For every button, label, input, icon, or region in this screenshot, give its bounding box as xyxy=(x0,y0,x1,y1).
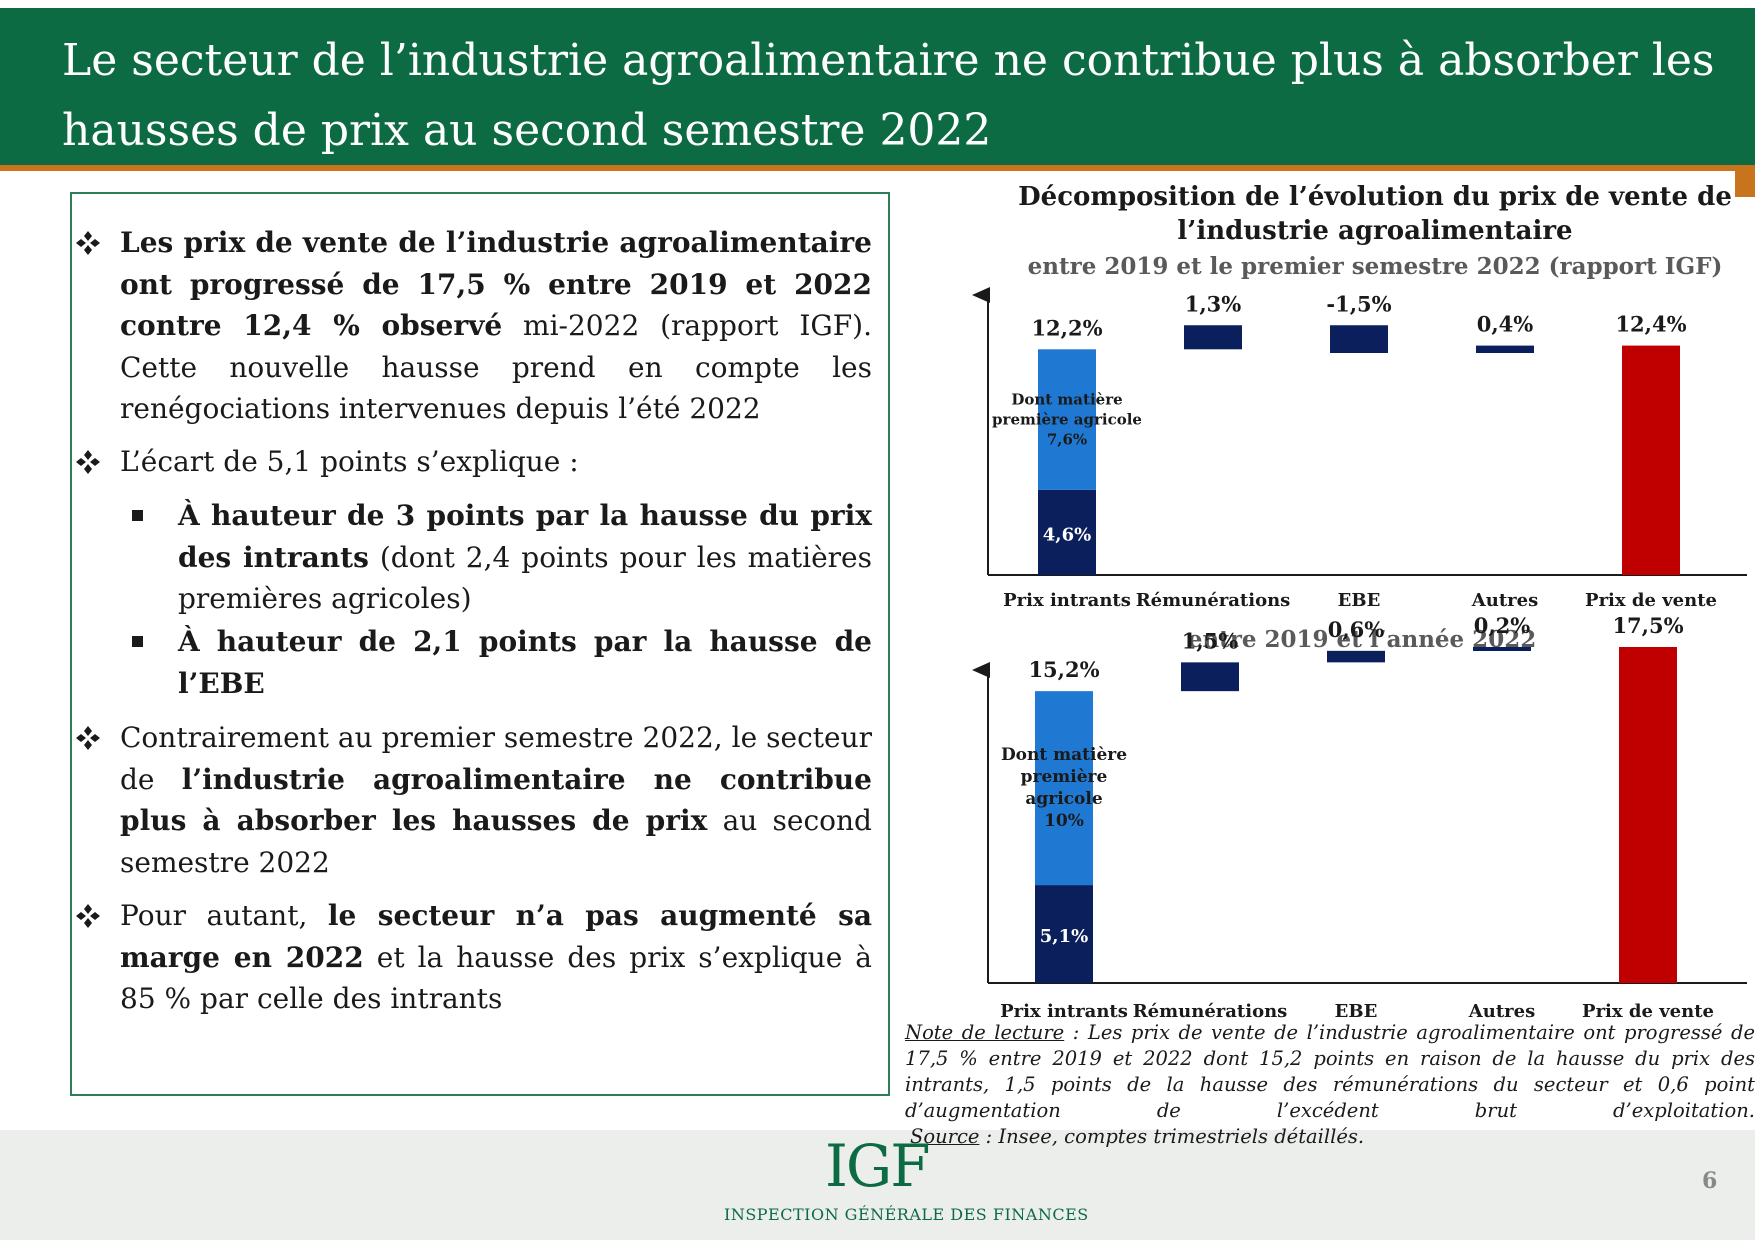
bar-intrants-agricole-label-1: Dont matière xyxy=(1011,391,1122,409)
title-line-2: hausses de prix au second semestre 2022 xyxy=(62,105,992,156)
sub-bullet-1-text: (dont 2,4 points pour les matières premi… xyxy=(178,540,872,616)
bar-value-label-1-4: 0,4% xyxy=(1477,312,1534,337)
bar-value-label-2-1: 15,2% xyxy=(1028,657,1099,682)
category-label-1-2: Rémunérations xyxy=(1136,590,1291,611)
bullet-3: Contrairement au premier semestre 2022, … xyxy=(120,717,872,883)
bar-value-label-2-3: 0,6% xyxy=(1328,617,1385,642)
source-line: Source : Insee, comptes trimestriels dét… xyxy=(910,1125,1364,1148)
category-label-2-3: EBE xyxy=(1335,1001,1378,1022)
text-box xyxy=(70,192,890,1096)
diamond-bullet-icon xyxy=(76,726,100,750)
bar-value-label-2-5: 17,5% xyxy=(1612,613,1683,638)
bar-intrants-agricole-2 xyxy=(1035,691,1093,886)
footer-bar xyxy=(0,1130,1755,1240)
sub-bullet-1-bold: À hauteur de 3 points par la hausse du p… xyxy=(178,499,872,574)
header-accent-line xyxy=(0,165,1755,171)
bullet-1-bold: Les prix de vente de l’industrie agroali… xyxy=(120,226,872,342)
chart-subtitle-1: entre 2019 et le premier semestre 2022 (… xyxy=(1027,253,1723,280)
bar-rémunérations-1 xyxy=(1184,325,1242,350)
category-label-2-2: Rémunérations xyxy=(1133,1001,1288,1022)
slide-title: Le secteur de l’industrie agroalimentair… xyxy=(62,26,1722,166)
category-label-1-4: Autres xyxy=(1471,590,1538,611)
bullet-3-bold: l’industrie agroalimentaire ne contribue… xyxy=(120,762,872,838)
bar-intrants-base-2 xyxy=(1035,885,1093,983)
diamond-bullet-icon xyxy=(76,450,100,474)
bullet-4: Pour autant, le secteur n’a pas augmenté… xyxy=(120,895,872,1020)
bar-autres-2 xyxy=(1473,647,1531,651)
bullet-1-text: mi-2022 (rapport IGF). Cette nouvelle ha… xyxy=(120,309,872,425)
page-number: 6 xyxy=(1702,1168,1718,1194)
category-label-2-1: Prix intrants xyxy=(1000,1001,1128,1022)
bar-intrants-base-1 xyxy=(1038,489,1096,575)
bar-value-label-1-2: 1,3% xyxy=(1185,291,1242,316)
square-bullet-icon xyxy=(132,510,143,521)
square-bullet-icon xyxy=(132,636,143,647)
bar-intrants-agricole-label-2: première xyxy=(1021,767,1108,787)
chart-title: Décomposition de l’évolution du prix de … xyxy=(1018,182,1732,246)
bar-intrants-agricole-1 xyxy=(1038,349,1096,490)
note-label: Note de lecture xyxy=(905,1021,1065,1044)
category-label-1-1: Prix intrants xyxy=(1003,590,1131,611)
bar-intrants-base-label-2: 5,1% xyxy=(1040,926,1088,947)
diamond-bullet-icon xyxy=(76,904,100,928)
source-text: : Insee, comptes trimestriels détaillés. xyxy=(979,1125,1365,1148)
header-bar xyxy=(0,8,1755,165)
bullet-2: L’écart de 5,1 points s’explique : xyxy=(120,445,579,478)
bullet-1: Les prix de vente de l’industrie agroali… xyxy=(120,222,872,430)
bar-value-label-1-3: -1,5% xyxy=(1326,291,1391,316)
bar-value-label-2-4: 0,2% xyxy=(1474,613,1531,638)
bar-autres-1 xyxy=(1476,345,1534,353)
sub-bullet-2: À hauteur de 2,1 points par la hausse de… xyxy=(178,625,872,700)
bar-intrants-base-label-1: 4,6% xyxy=(1043,524,1091,545)
bar-ebe-1 xyxy=(1330,325,1388,353)
bar-ebe-2 xyxy=(1327,650,1385,663)
igf-logo: IGF xyxy=(825,1132,930,1200)
bar-prix-de-vente-2 xyxy=(1619,647,1677,983)
bar-prix-de-vente-1 xyxy=(1622,345,1680,575)
bullet-4-text-c: et la hausse des prix s’explique à 85 % … xyxy=(120,940,872,1016)
bullet-3-text-c: au second semestre 2022 xyxy=(120,804,872,879)
category-label-2-4: Autres xyxy=(1468,1001,1535,1022)
bar-value-label-1-1: 12,2% xyxy=(1031,315,1102,340)
corner-accent xyxy=(1735,171,1755,197)
bar-intrants-agricole-label-2: Dont matière xyxy=(1001,745,1127,765)
bar-value-label-2-2: 1,5% xyxy=(1182,628,1239,653)
diamond-bullet-icon xyxy=(76,231,100,255)
category-label-1-3: EBE xyxy=(1338,590,1381,611)
bar-intrants-agricole-label-2: 10% xyxy=(1044,811,1084,831)
bar-intrants-agricole-label-2: agricole xyxy=(1025,789,1102,809)
bullet-4-text-a: Pour autant, xyxy=(120,899,328,932)
sub-bullet-1: À hauteur de 3 points par la hausse du p… xyxy=(178,495,872,620)
bullet-3-text-a: Contrairement au premier semestre 2022, … xyxy=(120,721,872,796)
bar-intrants-agricole-label-1: 7,6% xyxy=(1047,431,1087,449)
title-line-1: Le secteur de l’industrie agroalimentair… xyxy=(62,35,1715,86)
category-label-2-5: Prix de vente xyxy=(1582,1001,1714,1022)
igf-logo-subtitle: INSPECTION GÉNÉRALE DES FINANCES xyxy=(724,1205,1089,1224)
note-text: : Les prix de vente de l’industrie agroa… xyxy=(905,1021,1755,1122)
bar-rémunérations-2 xyxy=(1181,662,1239,692)
category-label-1-5: Prix de vente xyxy=(1585,590,1717,611)
source-label: Source xyxy=(910,1125,980,1148)
reading-note: Note de lecture : Les prix de vente de l… xyxy=(905,1020,1755,1124)
bar-intrants-agricole-label-1: première agricole xyxy=(992,411,1142,429)
bullet-4-bold: le secteur n’a pas augmenté sa marge en … xyxy=(120,899,872,974)
bar-value-label-1-5: 12,4% xyxy=(1615,312,1686,337)
